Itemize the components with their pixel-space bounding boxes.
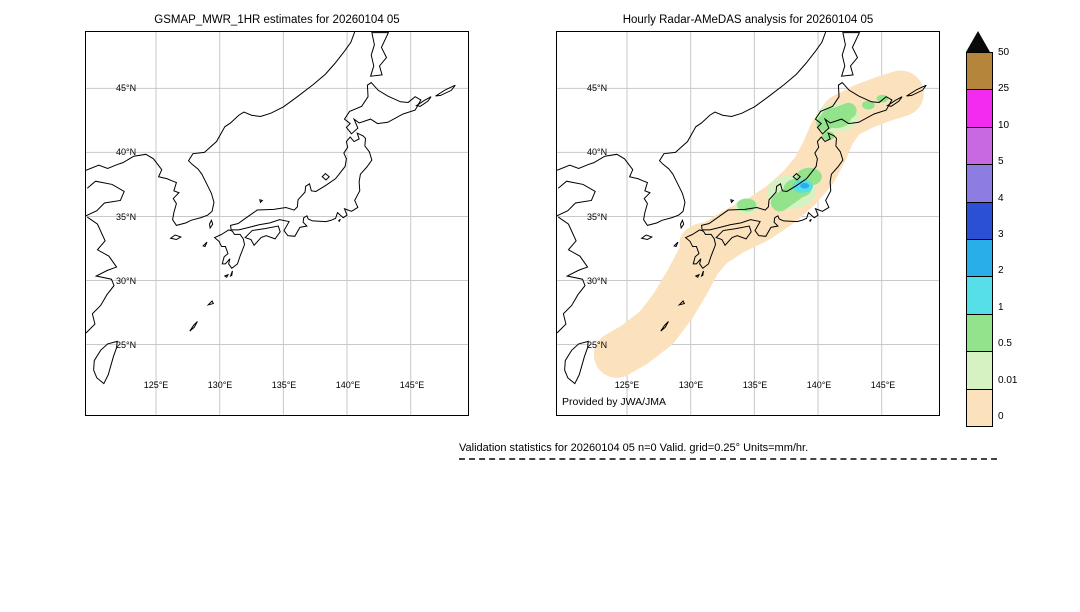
- colorbar-overflow-arrow: [966, 31, 990, 52]
- lat-tick-30n: 30°N: [116, 276, 137, 286]
- map-panel-radar: 45°N 40°N 35°N 30°N 25°N 125°E 130°E 135…: [556, 31, 940, 416]
- colorbar-label-0: 0: [998, 411, 1004, 422]
- precip-green-blob: [876, 94, 889, 103]
- colorbar-bar: [966, 52, 993, 427]
- colorbar-segment-001-05: [967, 351, 992, 389]
- colorbar-label-1: 1: [998, 301, 1004, 313]
- lat-tick-40n: 40°N: [116, 147, 137, 157]
- lat-tick-35n: 35°N: [587, 212, 608, 222]
- precip-trace-blob: [600, 330, 652, 369]
- colorbar-label-001: 0.01: [998, 374, 1018, 386]
- lat-tick-45n: 45°N: [587, 83, 608, 93]
- lon-tick-130e: 130°E: [207, 380, 233, 390]
- dashed-divider: [459, 458, 997, 460]
- lat-tick-25n: 25°N: [587, 340, 608, 350]
- lon-tick-145e: 145°E: [870, 380, 896, 390]
- precipitation-layer: [600, 85, 908, 369]
- colorbar-segment-5-10: [967, 126, 992, 165]
- colorbar-segment-3-4: [967, 201, 992, 239]
- validation-statistics-text: Validation statistics for 20260104 05 n=…: [459, 442, 809, 454]
- panel-title-gsmap: GSMAP_MWR_1HR estimates for 20260104 05: [154, 14, 400, 26]
- lat-tick-40n: 40°N: [587, 147, 608, 157]
- colorbar-label-2: 2: [998, 265, 1004, 277]
- colorbar-segment-05-1: [967, 313, 992, 352]
- lon-tick-140e: 140°E: [806, 380, 832, 390]
- lon-tick-135e: 135°E: [742, 380, 768, 390]
- lon-tick-135e: 135°E: [271, 380, 297, 390]
- precip-green-blob: [821, 131, 835, 141]
- colorbar-segment-25-50: [967, 53, 992, 90]
- colorbar-segment-4-5: [967, 164, 992, 202]
- data-credit: Provided by JWA/JMA: [562, 396, 667, 408]
- colorbar-segment-0-001: [967, 388, 992, 426]
- lon-tick-140e: 140°E: [335, 380, 361, 390]
- map-svg-gsmap: [86, 32, 468, 415]
- precip-core-blob: [800, 182, 810, 189]
- lat-tick-35n: 35°N: [116, 212, 137, 222]
- colorbar-label-4: 4: [998, 192, 1004, 204]
- lat-tick-30n: 30°N: [587, 276, 608, 286]
- lat-tick-45n: 45°N: [116, 83, 137, 93]
- colorbar-label-50: 50: [998, 47, 1010, 58]
- colorbar-label-25: 25: [998, 83, 1010, 95]
- colorbar-segment-2-3: [967, 238, 992, 277]
- panel-title-radar: Hourly Radar-AMeDAS analysis for 2026010…: [622, 14, 874, 26]
- colorbar-label-5: 5: [998, 156, 1004, 168]
- lon-tick-125e: 125°E: [143, 380, 169, 390]
- map-panel-gsmap: 45°N 40°N 35°N 30°N 25°N 125°E 130°E 135…: [85, 31, 469, 416]
- precip-green-blob: [820, 107, 852, 129]
- precip-green-blob: [861, 100, 875, 110]
- colorbar-label-10: 10: [998, 119, 1010, 131]
- colorbar-segment-10-25: [967, 89, 992, 127]
- lon-tick-130e: 130°E: [678, 380, 704, 390]
- map-svg-radar: [557, 32, 939, 415]
- lat-tick-25n: 25°N: [116, 340, 137, 350]
- colorbar-label-05: 0.5: [998, 338, 1012, 350]
- colorbar-label-3: 3: [998, 229, 1004, 240]
- colorbar: 50 25 10 5 4 3 2 1 0.5 0.01 0: [966, 31, 1036, 441]
- lon-tick-125e: 125°E: [614, 380, 640, 390]
- colorbar-segment-1-2: [967, 276, 992, 314]
- lon-tick-145e: 145°E: [399, 380, 425, 390]
